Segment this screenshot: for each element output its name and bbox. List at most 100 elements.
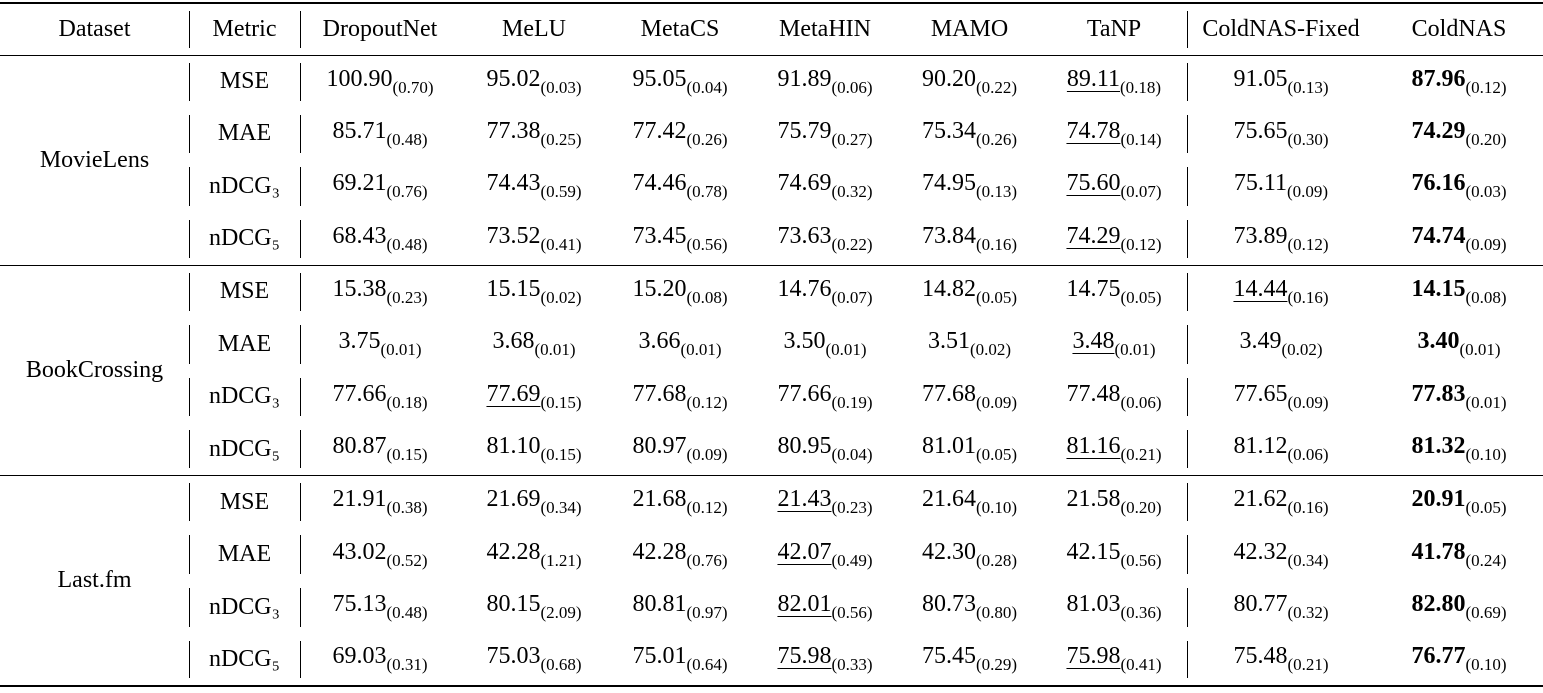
std-value: (0.48)	[386, 234, 428, 254]
value-cell: 42.15(0.56)	[1041, 528, 1187, 581]
value-cell: 21.64(0.10)	[898, 476, 1041, 529]
mean-value: 14.15	[1411, 275, 1466, 302]
dataset-group: MovieLens MSE 100.90(0.70) 95.02(0.03) 95.05…	[0, 55, 1543, 266]
value-cell: 73.89(0.12)	[1187, 212, 1375, 266]
std-value: (0.12)	[686, 498, 728, 518]
mean-value: 3.48	[1072, 328, 1115, 355]
mean-value: 42.07	[777, 538, 832, 565]
std-value: (0.12)	[1465, 77, 1507, 97]
value-cell: 43.02(0.52)	[300, 528, 460, 581]
value-cell: 75.60(0.07)	[1041, 160, 1187, 213]
metric-cell: nDCG₃	[189, 581, 300, 634]
value-cell: 75.98(0.33)	[752, 633, 898, 688]
dataset-group: Last.fm MSE 21.91(0.38) 21.69(0.34) 21.68(0.…	[0, 475, 1543, 688]
value-cell: 74.29(0.12)	[1041, 212, 1187, 266]
value-cell: 77.66(0.18)	[300, 371, 460, 424]
std-value: (0.21)	[1287, 655, 1329, 675]
value-cell: 21.69(0.34)	[460, 476, 608, 529]
mean-value: 89.11	[1066, 65, 1121, 92]
value-cell: 15.20(0.08)	[608, 265, 752, 318]
value-cell: 14.15(0.08)	[1375, 265, 1543, 318]
mean-value: 74.69	[777, 170, 832, 197]
table-row: nDCG₃ 69.21(0.76) 74.43(0.59) 74.46(0.78) 74…	[0, 160, 1543, 213]
mean-value: 77.68	[921, 380, 976, 407]
mean-value: 77.69	[486, 380, 541, 407]
std-value: (0.01)	[1465, 392, 1507, 412]
value-cell: 77.66(0.19)	[752, 371, 898, 424]
value-cell: 75.11(0.09)	[1187, 160, 1375, 213]
value-cell: 15.38(0.23)	[300, 265, 460, 318]
value-cell: 15.15(0.02)	[460, 265, 608, 318]
column-header: MeLU	[460, 2, 608, 56]
value-cell: 73.63(0.22)	[752, 212, 898, 266]
mean-value: 82.80	[1411, 591, 1466, 618]
std-value: (0.76)	[386, 182, 428, 202]
mean-value: 42.15	[1066, 538, 1121, 565]
value-cell: 77.83(0.01)	[1375, 371, 1543, 424]
mean-value: 80.77	[1233, 591, 1288, 618]
mean-value: 80.87	[332, 433, 387, 460]
std-value: (0.80)	[975, 603, 1018, 623]
mean-value: 21.58	[1066, 486, 1121, 513]
std-value: (0.27)	[831, 129, 873, 149]
value-cell: 81.03(0.36)	[1041, 581, 1187, 634]
metric-cell: MSE	[189, 265, 300, 318]
std-value: (0.12)	[686, 392, 728, 412]
std-value: (0.08)	[686, 287, 728, 307]
mean-value: 80.97	[632, 433, 687, 460]
column-header: MAMO	[898, 2, 1041, 56]
value-cell: 81.01(0.05)	[898, 423, 1041, 477]
std-value: (0.68)	[540, 655, 582, 675]
value-cell: 80.81(0.97)	[608, 581, 752, 634]
value-cell: 69.21(0.76)	[300, 160, 460, 213]
value-cell: 80.73(0.80)	[898, 581, 1041, 634]
mean-value: 80.81	[632, 591, 687, 618]
mean-value: 75.34	[921, 117, 976, 144]
value-cell: 80.87(0.15)	[300, 423, 460, 477]
std-value: (0.48)	[386, 603, 428, 623]
std-value: (0.76)	[686, 550, 728, 570]
metric-cell: MAE	[189, 528, 300, 581]
mean-value: 90.20	[921, 65, 976, 92]
value-cell: 20.91(0.05)	[1375, 476, 1543, 529]
value-cell: 74.69(0.32)	[752, 160, 898, 213]
value-cell: 76.16(0.03)	[1375, 160, 1543, 213]
std-value: (0.04)	[831, 445, 873, 465]
std-value: (0.09)	[1465, 234, 1507, 254]
mean-value: 42.28	[632, 538, 687, 565]
column-header: ColdNAS-Fixed	[1187, 2, 1375, 56]
mean-value: 81.01	[921, 433, 976, 460]
table-row: MAE 43.02(0.52) 42.28(1.21) 42.28(0.76) 42.0…	[0, 528, 1543, 581]
std-value: (0.01)	[534, 340, 576, 360]
metric-cell: MAE	[189, 318, 300, 371]
std-value: (0.78)	[686, 182, 728, 202]
std-value: (0.12)	[1120, 234, 1162, 254]
value-cell: 3.75(0.01)	[300, 318, 460, 371]
value-cell: 14.44(0.16)	[1187, 265, 1375, 318]
column-header: Dataset	[0, 2, 189, 56]
mean-value: 3.68	[492, 328, 535, 355]
mean-value: 75.11	[1233, 170, 1288, 197]
mean-value: 85.71	[332, 117, 387, 144]
mean-value: 76.16	[1411, 170, 1466, 197]
mean-value: 77.48	[1066, 380, 1121, 407]
mean-value: 3.50	[783, 328, 826, 355]
value-cell: 3.66(0.01)	[608, 318, 752, 371]
value-cell: 85.71(0.48)	[300, 108, 460, 161]
value-cell: 75.34(0.26)	[898, 108, 1041, 161]
table-row: MovieLens MSE 100.90(0.70) 95.02(0.03) 95.05…	[0, 55, 1543, 266]
column-header: Metric	[189, 2, 300, 56]
mean-value: 77.83	[1411, 380, 1466, 407]
std-value: (0.02)	[969, 340, 1012, 360]
std-value: (0.49)	[831, 550, 873, 570]
std-value: (0.25)	[540, 129, 582, 149]
std-value: (0.09)	[1287, 182, 1329, 202]
metric-cell: nDCG₅	[189, 212, 300, 266]
mean-value: 75.98	[1066, 643, 1121, 670]
table-row: MAE 3.75(0.01) 3.68(0.01) 3.66(0.01) 3.50 (0.…	[0, 318, 1543, 371]
std-value: (0.10)	[975, 498, 1018, 518]
mean-value: 95.05	[632, 65, 687, 92]
value-cell: 3.51(0.02)	[898, 318, 1041, 371]
std-value: (0.18)	[386, 392, 428, 412]
mean-value: 73.45	[632, 222, 687, 249]
